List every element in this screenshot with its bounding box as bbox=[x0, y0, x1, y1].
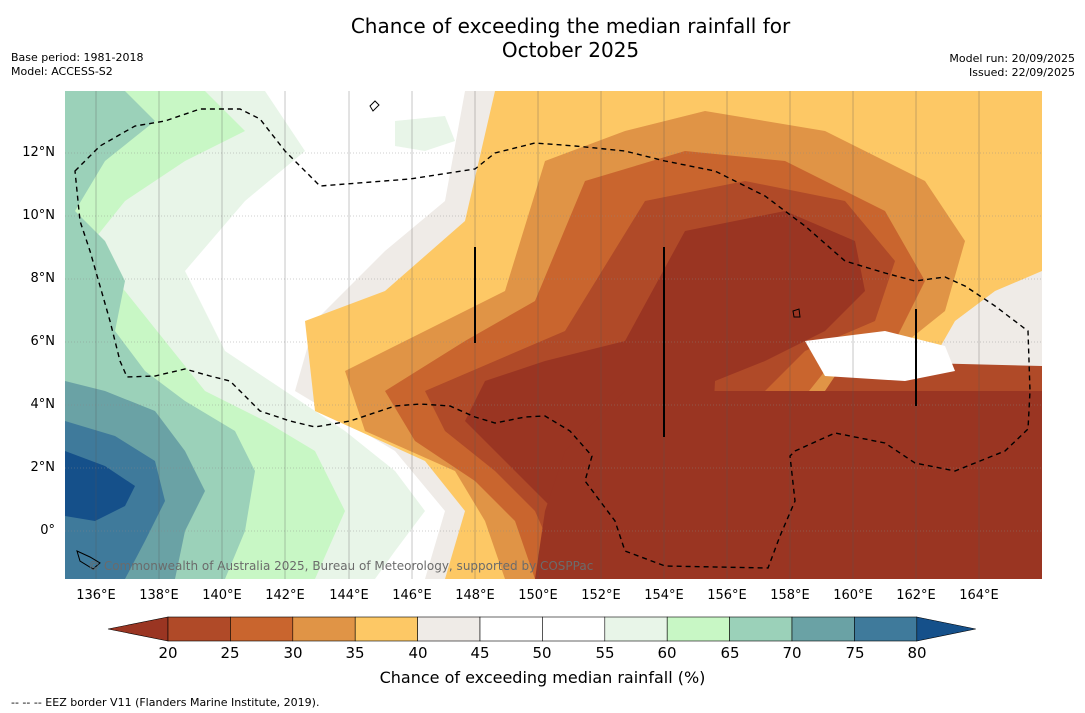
cbar-bin-70-75 bbox=[791, 616, 855, 642]
lat-label-12n: 12°N bbox=[22, 145, 55, 160]
cbar-bin-25-30 bbox=[230, 616, 294, 642]
cbar-tick-50: 50 bbox=[532, 644, 552, 662]
patch-white-east bbox=[805, 331, 955, 381]
islands bbox=[76, 100, 801, 570]
region-80-max bbox=[65, 451, 135, 521]
cbar-tick-30: 30 bbox=[283, 644, 303, 662]
cbar-tick-60: 60 bbox=[657, 644, 677, 662]
lon-label-152e: 152°E bbox=[581, 588, 621, 603]
cbar-tick-40: 40 bbox=[408, 644, 428, 662]
lat-label-2n: 2°N bbox=[30, 460, 56, 475]
map-svg bbox=[65, 91, 1042, 579]
lon-label-146e: 146°E bbox=[392, 588, 432, 603]
cbar-tick-65: 65 bbox=[720, 644, 740, 662]
boundary-lines bbox=[474, 247, 917, 437]
lon-label-150e: 150°E bbox=[518, 588, 558, 603]
base-period: Base period: 1981-2018 bbox=[11, 51, 144, 64]
lat-label-10n: 10°N bbox=[22, 208, 55, 223]
lat-label-8n: 8°N bbox=[30, 271, 56, 286]
colorbar-ticks: 20 25 30 35 40 45 50 55 60 65 70 75 80 bbox=[0, 644, 1085, 664]
meridian-lines bbox=[95, 91, 980, 579]
lon-label-144e: 144°E bbox=[329, 588, 369, 603]
cbar-tick-45: 45 bbox=[470, 644, 490, 662]
cbar-tick-35: 35 bbox=[345, 644, 365, 662]
copyright-text: © Commonwealth of Australia 2025, Bureau… bbox=[88, 559, 594, 573]
cbar-tick-20: 20 bbox=[158, 644, 178, 662]
title-line-1: Chance of exceeding the median rainfall … bbox=[350, 14, 791, 38]
cbar-bin-75-80 bbox=[854, 616, 918, 642]
model-name: Model: ACCESS-S2 bbox=[11, 65, 113, 78]
meta-right: Model run: 20/09/2025 Issued: 22/09/2025 bbox=[949, 52, 1075, 80]
model-run: Model run: 20/09/2025 bbox=[949, 52, 1075, 65]
lat-label-4n: 4°N bbox=[30, 397, 56, 412]
lon-label-158e: 158°E bbox=[770, 588, 810, 603]
cbar-extend-high bbox=[916, 616, 976, 642]
cbar-tick-55: 55 bbox=[595, 644, 615, 662]
colorbar-svg bbox=[107, 616, 976, 642]
region-below-20-south bbox=[535, 391, 1042, 579]
cbar-bin-45-50 bbox=[479, 616, 543, 642]
cbar-bin-20-25 bbox=[167, 616, 231, 642]
island-2 bbox=[792, 308, 801, 318]
cbar-bin-30-35 bbox=[292, 616, 356, 642]
meta-left: Base period: 1981-2018 Model: ACCESS-S2 bbox=[11, 51, 143, 79]
island-1 bbox=[369, 100, 380, 112]
island-3 bbox=[76, 550, 101, 570]
lon-label-162e: 162°E bbox=[896, 588, 936, 603]
cbar-bin-40-45 bbox=[417, 616, 481, 642]
issued-date: Issued: 22/09/2025 bbox=[968, 66, 1075, 79]
lon-label-154e: 154°E bbox=[644, 588, 684, 603]
cbar-bin-35-40 bbox=[354, 616, 418, 642]
cbar-bin-60-65 bbox=[666, 616, 730, 642]
lat-label-0: 0° bbox=[40, 523, 55, 538]
cbar-bin-65-70 bbox=[729, 616, 793, 642]
title-line-2: October 2025 bbox=[501, 38, 640, 62]
lon-label-138e: 138°E bbox=[139, 588, 179, 603]
rainfall-map bbox=[65, 91, 1042, 579]
lon-label-140e: 140°E bbox=[202, 588, 242, 603]
lon-label-148e: 148°E bbox=[455, 588, 495, 603]
eez-border bbox=[74, 108, 1031, 569]
lon-label-136e: 136°E bbox=[76, 588, 116, 603]
cbar-tick-75: 75 bbox=[845, 644, 865, 662]
cbar-extend-low bbox=[107, 616, 169, 642]
lon-label-164e: 164°E bbox=[959, 588, 999, 603]
colorbar-label: Chance of exceeding median rainfall (%) bbox=[379, 668, 706, 687]
cbar-tick-80: 80 bbox=[907, 644, 927, 662]
cbar-tick-25: 25 bbox=[220, 644, 240, 662]
lon-label-156e: 156°E bbox=[707, 588, 747, 603]
lon-label-160e: 160°E bbox=[833, 588, 873, 603]
lat-label-6n: 6°N bbox=[30, 334, 56, 349]
patch-green-top bbox=[395, 116, 455, 151]
eez-footnote: -- -- -- EEZ border V11 (Flanders Marine… bbox=[11, 696, 320, 709]
cbar-bin-50-55 bbox=[542, 616, 606, 642]
map-title: Chance of exceeding the median rainfall … bbox=[0, 14, 1085, 62]
colorbar bbox=[107, 616, 979, 646]
lon-label-142e: 142°E bbox=[265, 588, 305, 603]
cbar-bin-55-60 bbox=[604, 616, 668, 642]
grid-lines bbox=[65, 152, 1042, 532]
cbar-tick-70: 70 bbox=[782, 644, 802, 662]
